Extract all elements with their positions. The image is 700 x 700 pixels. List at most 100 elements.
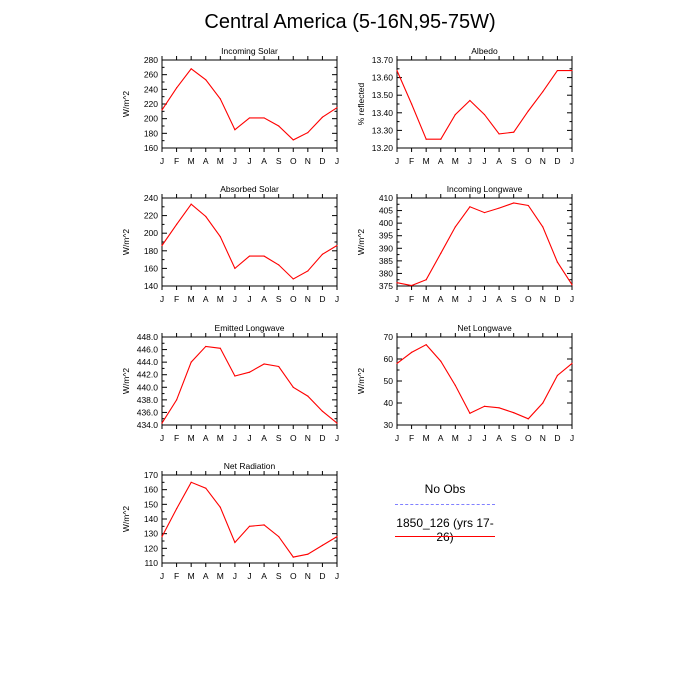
data-point (513, 131, 515, 133)
x-tick-label: J (160, 294, 164, 304)
x-tick-label: M (217, 294, 224, 304)
y-tick-label: 180 (144, 246, 158, 256)
data-point (248, 525, 251, 527)
data-point (556, 261, 559, 263)
data-point (571, 69, 573, 72)
chart-title: Incoming Solar (221, 46, 278, 56)
y-tick-label: 448.0 (137, 332, 159, 342)
data-point (205, 345, 207, 348)
plot-frame (396, 59, 573, 149)
x-tick-label: A (261, 156, 267, 166)
legend-line-model (395, 536, 495, 537)
series-line (161, 345, 338, 424)
y-tick-label: 410 (379, 193, 393, 203)
x-tick-label: A (203, 571, 209, 581)
data-point (396, 362, 398, 364)
x-tick-label: F (174, 571, 179, 581)
x-tick-label: O (290, 571, 297, 581)
x-tick-label: S (276, 433, 282, 443)
y-tick-label: 240 (144, 193, 158, 203)
y-tick-label: 375 (379, 281, 393, 291)
x-tick-label: A (261, 433, 267, 443)
x-tick-label: N (305, 156, 311, 166)
data-point (321, 544, 324, 547)
x-tick-label: J (468, 433, 472, 443)
data-point (175, 399, 178, 401)
x-tick-label: A (261, 294, 267, 304)
x-tick-label: M (217, 433, 224, 443)
x-tick-label: D (554, 433, 560, 443)
x-tick-label: J (247, 571, 251, 581)
legend-label-model: 1850_126 (yrs 17-26) (396, 516, 494, 544)
data-point (175, 87, 178, 89)
y-tick-label: 438.0 (137, 395, 159, 405)
data-point (278, 365, 280, 368)
x-tick-label: F (174, 156, 179, 166)
x-tick-label: O (525, 294, 532, 304)
x-tick-label: D (319, 156, 325, 166)
x-tick-label: A (438, 433, 444, 443)
x-tick-label: S (276, 156, 282, 166)
data-point (454, 226, 456, 228)
y-tick-label: 70 (384, 332, 394, 342)
data-point (307, 132, 309, 134)
y-tick-label: 405 (379, 206, 393, 216)
data-point (175, 223, 178, 225)
data-point (234, 541, 236, 544)
data-point (440, 138, 442, 140)
data-point (498, 133, 500, 135)
x-tick-label: J (233, 571, 237, 581)
x-tick-label: M (188, 433, 195, 443)
data-point (205, 215, 207, 218)
x-tick-label: J (570, 156, 574, 166)
y-tick-label: 446.0 (137, 345, 159, 355)
x-tick-label: A (203, 294, 209, 304)
data-point (234, 267, 236, 269)
y-tick-label: 13.30 (372, 125, 394, 135)
y-tick-label: 120 (144, 543, 158, 553)
data-point (410, 284, 413, 287)
y-tick-label: 385 (379, 256, 393, 266)
y-tick-label: 60 (384, 354, 394, 364)
data-point (483, 405, 486, 407)
data-point (410, 103, 413, 105)
x-tick-label: A (203, 156, 209, 166)
y-axis-label: % reflected (356, 82, 366, 125)
x-tick-label: N (305, 571, 311, 581)
chart-title: Emitted Longwave (215, 323, 285, 333)
data-point (425, 138, 427, 140)
y-axis-label: W/m^2 (121, 368, 131, 394)
y-tick-label: 180 (144, 128, 158, 138)
data-point (556, 374, 559, 377)
x-tick-label: D (319, 433, 325, 443)
x-tick-label: S (276, 571, 282, 581)
legend-label-obs: No Obs (424, 482, 466, 496)
x-tick-label: J (233, 433, 237, 443)
x-tick-label: M (188, 571, 195, 581)
data-point (556, 69, 559, 72)
data-point (190, 361, 192, 363)
data-point (248, 117, 251, 119)
x-tick-label: J (468, 156, 472, 166)
series-line (396, 344, 573, 420)
y-tick-label: 170 (144, 470, 158, 480)
y-tick-label: 395 (379, 231, 393, 241)
x-tick-label: O (525, 156, 532, 166)
plot-frame (161, 336, 338, 426)
y-tick-label: 434.0 (137, 420, 159, 430)
data-point (190, 203, 192, 205)
chart-title: Net Longwave (457, 323, 512, 333)
x-tick-label: M (217, 156, 224, 166)
series-line (161, 481, 338, 558)
x-tick-label: N (540, 156, 546, 166)
data-point (396, 282, 398, 284)
data-point (469, 412, 471, 414)
data-point (278, 536, 280, 538)
x-tick-label: J (247, 433, 251, 443)
x-tick-label: A (496, 433, 502, 443)
x-tick-label: F (409, 294, 414, 304)
y-axis-label: W/m^2 (356, 229, 366, 255)
data-point (161, 536, 163, 538)
chart-panel-7: Net Radiation W/m^2 110 120 130 140 150 160 170 J… (121, 461, 339, 581)
